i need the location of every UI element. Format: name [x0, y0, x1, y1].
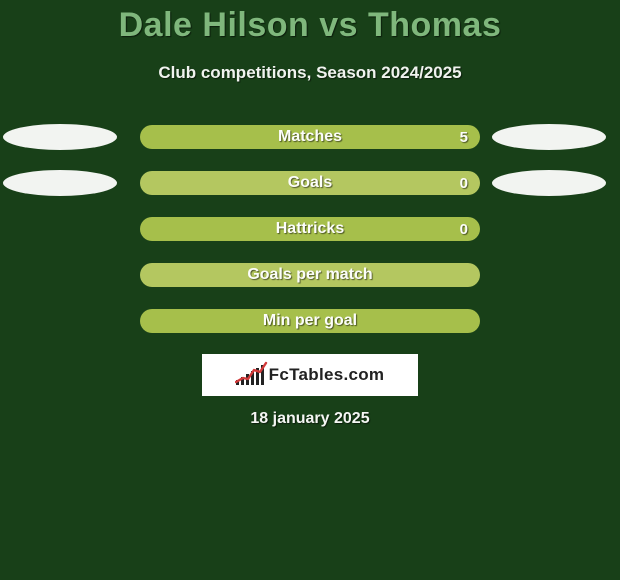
generated-date: 18 january 2025 [0, 410, 620, 428]
site-logo: FcTables.com [202, 354, 418, 396]
stat-value: 0 [460, 221, 468, 238]
stat-bar-min-per-goal: Min per goal [140, 309, 480, 333]
comparison-infographic: Dale Hilson vs Thomas Club competitions,… [0, 0, 620, 580]
player-left-marker [3, 170, 117, 196]
trend-line-icon [235, 360, 269, 388]
stat-value: 5 [460, 129, 468, 146]
player-right-marker [492, 124, 606, 150]
stat-row: Hattricks 0 [0, 206, 620, 252]
stat-label: Goals per match [247, 266, 372, 284]
stat-bar-hattricks: Hattricks 0 [140, 217, 480, 241]
stat-row: Goals per match [0, 252, 620, 298]
logo-text: FcTables.com [269, 365, 385, 385]
player-right-marker [492, 170, 606, 196]
stat-bar-goals: Goals 0 [140, 171, 480, 195]
stat-label: Goals [288, 174, 332, 192]
stat-label: Matches [278, 128, 342, 146]
stat-row: Min per goal [0, 298, 620, 344]
bar-chart-icon [236, 363, 264, 387]
stat-bar-matches: Matches 5 [140, 125, 480, 149]
stat-row: Matches 5 [0, 114, 620, 160]
stat-rows: Matches 5 Goals 0 Hattricks 0 Goals per … [0, 114, 620, 344]
page-subtitle: Club competitions, Season 2024/2025 [0, 49, 620, 101]
stat-bar-goals-per-match: Goals per match [140, 263, 480, 287]
stat-label: Min per goal [263, 312, 357, 330]
stat-row: Goals 0 [0, 160, 620, 206]
stat-label: Hattricks [276, 220, 344, 238]
stat-value: 0 [460, 175, 468, 192]
page-title: Dale Hilson vs Thomas [0, 0, 620, 49]
player-left-marker [3, 124, 117, 150]
